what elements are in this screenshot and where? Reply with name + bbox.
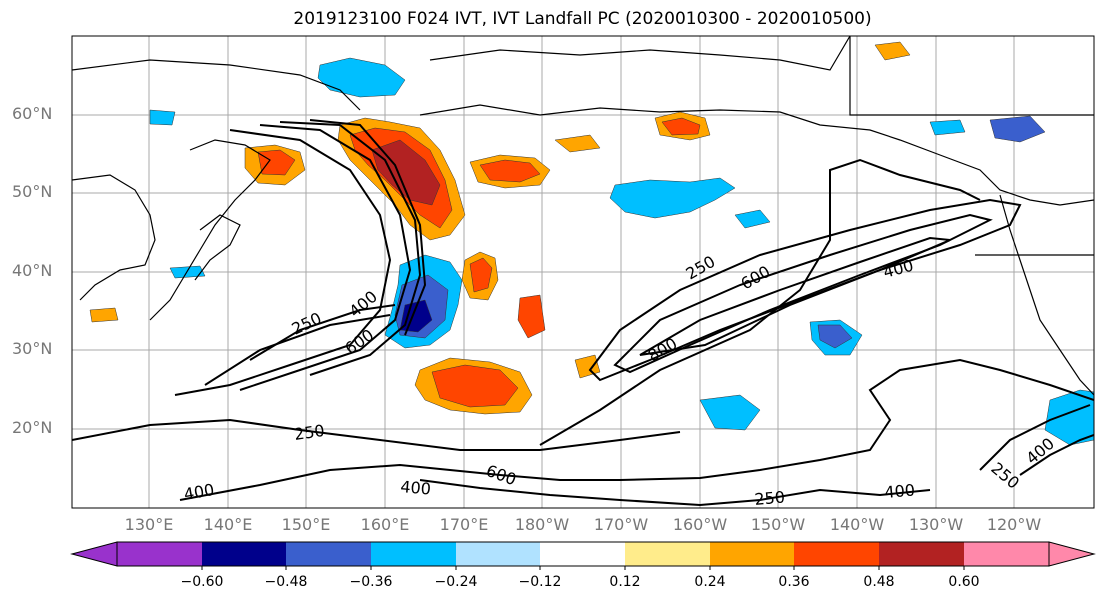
lat-label: 20°N — [12, 418, 53, 437]
colorbar-tick-label: −0.48 — [264, 574, 308, 590]
colorbar-outline — [116, 541, 1050, 567]
contour-label: 250 — [754, 487, 786, 509]
colorbar-tick-label: 0.12 — [609, 574, 641, 590]
colorbar-segment — [371, 542, 456, 566]
colorbar-tick-label: 0.60 — [948, 574, 980, 590]
lon-label: 160°W — [672, 515, 728, 534]
lon-label: 180°W — [514, 515, 570, 534]
colorbar-segment — [625, 542, 710, 566]
ivt-contours — [72, 119, 1094, 507]
colorbar-tick-label: −0.60 — [180, 574, 224, 590]
colorbar-segment — [879, 542, 964, 566]
colorbar-tick-label: −0.36 — [349, 574, 393, 590]
lat-label: 30°N — [12, 339, 53, 358]
colorbar-segment — [964, 542, 1049, 566]
contour-label: 400 — [400, 477, 432, 499]
lat-label: 40°N — [12, 261, 53, 280]
colorbar-segment — [286, 542, 371, 566]
contour-label: 400 — [884, 480, 916, 502]
map-frame — [71, 35, 1095, 509]
lat-label: 50°N — [12, 182, 53, 201]
lon-label: 170°W — [593, 515, 649, 534]
map-title: 2019123100 F024 IVT, IVT Landfall PC (20… — [293, 9, 872, 29]
lon-label: 160°E — [360, 515, 410, 534]
lon-label: 150°E — [281, 515, 331, 534]
lon-label: 120°W — [986, 515, 1042, 534]
lon-label: 130°E — [124, 515, 174, 534]
colorbar-tick-label: −0.24 — [434, 574, 478, 590]
colorbar-tick-label: −0.12 — [518, 574, 562, 590]
lon-label: 170°E — [439, 515, 489, 534]
colorbar-segment — [202, 542, 286, 566]
colorbar-min-arrow — [70, 541, 118, 567]
colorbar — [70, 541, 1096, 570]
colorbar-tick-label: 0.36 — [778, 574, 810, 590]
contour-label: 250 — [293, 421, 326, 444]
colorbar-segment — [540, 542, 625, 566]
colorbar-segment — [456, 542, 540, 566]
lon-label: 140°W — [829, 515, 885, 534]
coastlines — [72, 36, 1094, 396]
colorbar-max-arrow — [1048, 541, 1096, 567]
lat-label: 60°N — [12, 104, 53, 123]
colorbar-tick-label: 0.48 — [863, 574, 895, 590]
lon-label: 140°E — [203, 515, 253, 534]
lon-label: 130°W — [908, 515, 964, 534]
colorbar-segment — [710, 542, 794, 566]
colorbar-segment — [794, 542, 879, 566]
colorbar-tick-label: 0.24 — [694, 574, 726, 590]
colorbar-segment — [117, 542, 202, 566]
lon-label: 150°W — [750, 515, 806, 534]
